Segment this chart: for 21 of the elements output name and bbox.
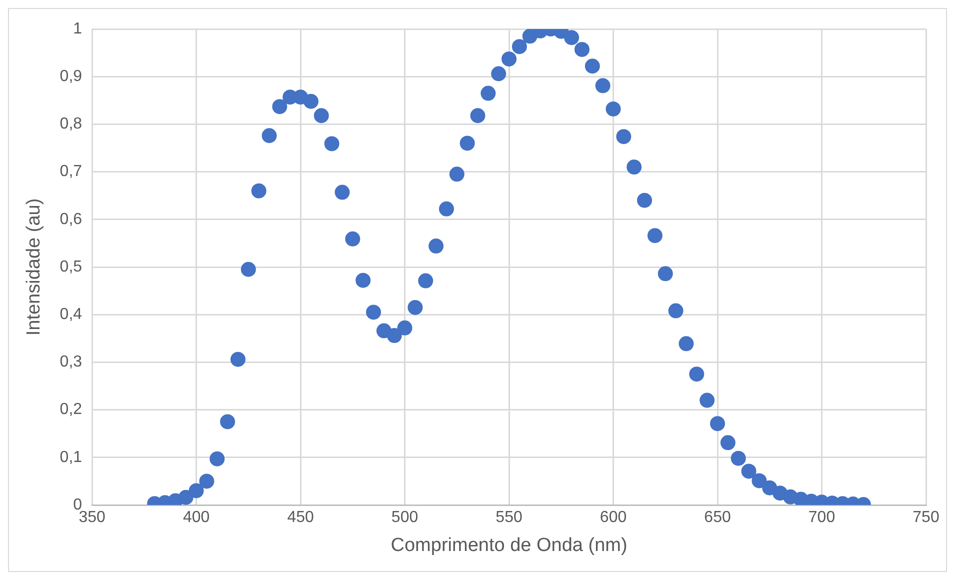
y-tick-label: 0,5 xyxy=(60,258,82,276)
y-tick-label: 0,3 xyxy=(60,354,82,371)
x-tick-label: 500 xyxy=(391,509,418,526)
y-axis-title: Intensidade (au) xyxy=(24,198,45,336)
y-tick-label: 0,2 xyxy=(60,401,82,418)
x-tick-label: 750 xyxy=(912,509,940,526)
y-tick-label: 0,7 xyxy=(60,163,82,180)
x-tick-label: 600 xyxy=(600,509,627,526)
x-tick-label: 350 xyxy=(78,509,106,526)
x-axis-title: Comprimento de Onda (nm) xyxy=(390,534,628,556)
y-tick-label: 1 xyxy=(73,20,82,38)
x-tick-label: 450 xyxy=(287,509,314,526)
y-tick-label: 0,9 xyxy=(60,68,82,86)
x-tick-label: 550 xyxy=(496,509,522,526)
x-tick-label: 400 xyxy=(182,509,210,526)
y-tick-label: 0,6 xyxy=(60,210,82,228)
y-tick-label: 0,1 xyxy=(60,448,82,466)
y-tick-label: 0,8 xyxy=(60,116,82,133)
y-tick-label: 0,4 xyxy=(60,306,82,324)
x-tick-label: 650 xyxy=(704,509,731,526)
x-tick-label: 700 xyxy=(808,509,836,526)
